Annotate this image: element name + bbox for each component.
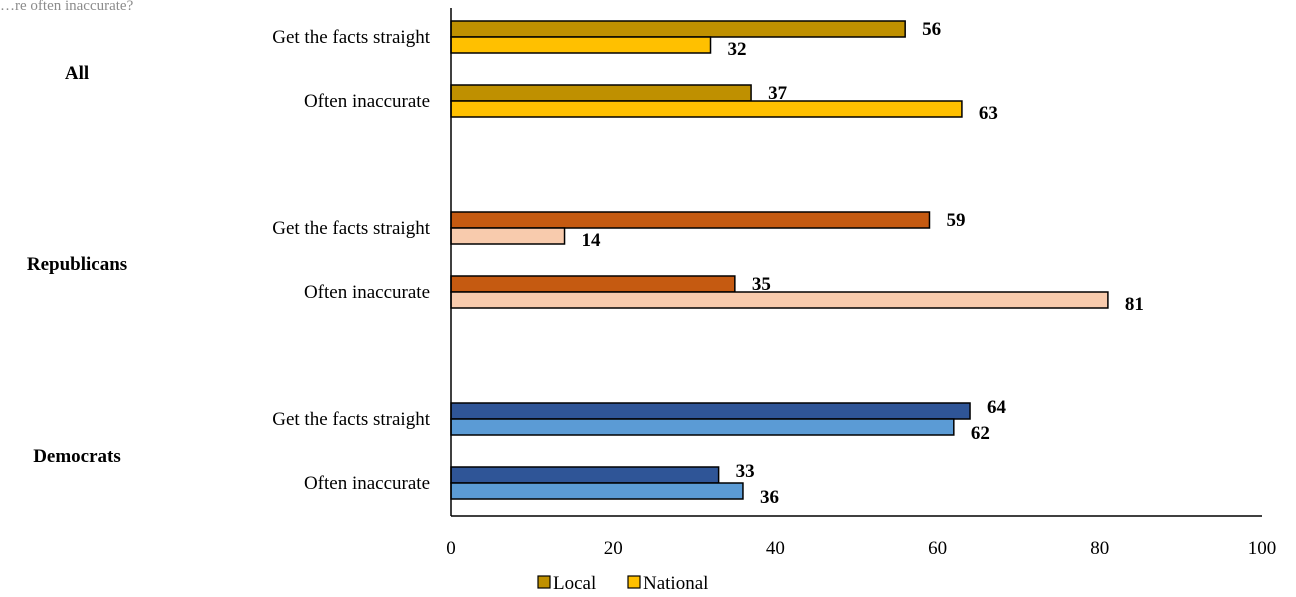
- bar-republicans-local: [450, 275, 736, 293]
- labels-layer: All Get the facts straight 56 32 Often inacc…: [27, 19, 1144, 508]
- legend-swatch-national: [627, 575, 641, 589]
- bar-all-local: [450, 84, 752, 102]
- x-tick-label: 40: [766, 538, 785, 559]
- legend-label-national: National: [643, 573, 708, 594]
- bar-all-local: [450, 20, 906, 38]
- bar-democrats-local: [450, 402, 971, 420]
- bar-democrats-national: [450, 482, 744, 500]
- x-tick-label: 60: [928, 538, 947, 559]
- data-label-democrats-local: 64: [987, 397, 1007, 418]
- x-tick-label: 0: [446, 538, 456, 559]
- bar-democrats-local: [450, 466, 720, 484]
- data-label-all-local: 37: [768, 83, 788, 104]
- x-tick-label: 20: [604, 538, 623, 559]
- x-tick-label: 80: [1090, 538, 1109, 559]
- data-label-democrats-local: 33: [736, 461, 755, 482]
- group-label-republicans: Republicans: [27, 254, 127, 275]
- bar-republicans-national: [450, 227, 566, 245]
- legend-swatch-local: [537, 575, 551, 589]
- data-label-republicans-local: 59: [946, 210, 965, 231]
- data-label-republicans-national: 14: [582, 230, 602, 251]
- bar-democrats-national: [450, 418, 955, 436]
- bar-republicans-national: [450, 291, 1109, 309]
- x-tick-label: 100: [1248, 538, 1277, 559]
- data-label-all-local: 56: [922, 19, 941, 40]
- category-label: Get the facts straight: [272, 27, 430, 48]
- bar-all-national: [450, 100, 963, 118]
- chart-title-text: …re often inaccurate?: [0, 0, 134, 14]
- category-label: Often inaccurate: [304, 282, 430, 303]
- data-label-all-national: 32: [728, 39, 747, 60]
- data-label-all-national: 63: [979, 103, 998, 124]
- chart-title: …re often inaccurate?: [0, 0, 190, 16]
- category-label: Get the facts straight: [272, 409, 430, 430]
- bar-all-national: [450, 36, 712, 54]
- data-label-democrats-national: 62: [971, 423, 990, 444]
- legend-label-local: Local: [553, 573, 596, 594]
- legend: Local National: [537, 573, 708, 594]
- category-label: Often inaccurate: [304, 473, 430, 494]
- x-axis: 0 20 40 60 80 100: [446, 8, 1276, 559]
- group-label-democrats: Democrats: [33, 446, 121, 467]
- data-label-republicans-local: 35: [752, 274, 771, 295]
- group-label-all: All: [65, 63, 89, 84]
- bar-republicans-local: [450, 211, 931, 229]
- category-label: Get the facts straight: [272, 218, 430, 239]
- data-label-republicans-national: 81: [1125, 294, 1144, 315]
- category-label: Often inaccurate: [304, 91, 430, 112]
- data-label-democrats-national: 36: [760, 487, 779, 508]
